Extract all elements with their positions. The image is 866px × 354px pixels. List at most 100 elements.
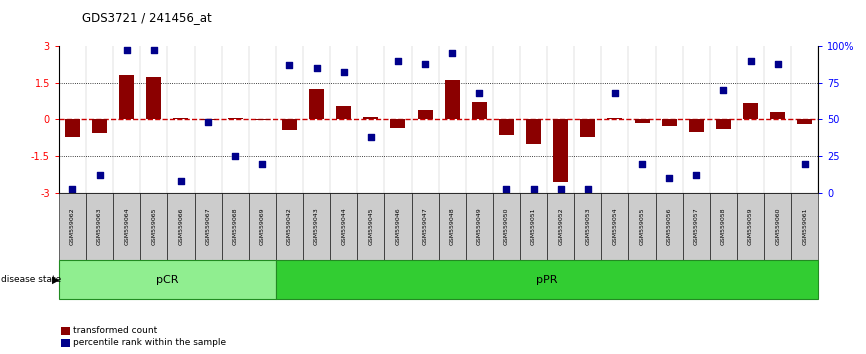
Bar xyxy=(553,120,568,182)
Text: percentile rank within the sample: percentile rank within the sample xyxy=(73,338,226,347)
Text: GSM559062: GSM559062 xyxy=(70,208,75,245)
Point xyxy=(689,172,703,178)
Bar xyxy=(716,120,731,129)
Text: GSM559059: GSM559059 xyxy=(748,208,753,245)
Text: GSM559063: GSM559063 xyxy=(97,208,102,245)
Point xyxy=(553,186,567,192)
Bar xyxy=(580,120,595,137)
Bar xyxy=(499,120,514,135)
Bar xyxy=(737,193,764,260)
Bar xyxy=(547,193,574,260)
Point xyxy=(201,120,215,125)
Point xyxy=(174,178,188,184)
Text: GSM559043: GSM559043 xyxy=(314,208,319,245)
Text: GSM559049: GSM559049 xyxy=(477,208,481,245)
Bar xyxy=(92,120,107,133)
Point xyxy=(391,58,405,63)
Text: GSM559058: GSM559058 xyxy=(721,208,726,245)
Text: transformed count: transformed count xyxy=(73,326,157,335)
Point xyxy=(445,51,459,56)
Text: GSM559056: GSM559056 xyxy=(667,208,672,245)
Bar xyxy=(391,120,405,128)
Bar xyxy=(472,102,487,120)
Point xyxy=(716,87,730,93)
Text: GSM559066: GSM559066 xyxy=(178,208,184,245)
Bar xyxy=(601,193,629,260)
Bar xyxy=(249,193,276,260)
Bar xyxy=(282,120,297,131)
Bar xyxy=(635,120,650,123)
Bar xyxy=(140,193,167,260)
Text: GSM559045: GSM559045 xyxy=(368,208,373,245)
Text: GSM559069: GSM559069 xyxy=(260,208,265,245)
Text: disease state: disease state xyxy=(1,275,61,284)
Bar xyxy=(417,110,432,120)
Point xyxy=(662,176,676,181)
Point xyxy=(364,134,378,140)
Bar xyxy=(385,193,411,260)
Point xyxy=(229,153,242,159)
Text: GSM559054: GSM559054 xyxy=(612,208,617,245)
Bar xyxy=(792,193,818,260)
Bar xyxy=(364,116,378,120)
Point xyxy=(472,90,486,96)
Text: pCR: pCR xyxy=(156,275,178,285)
Point xyxy=(282,62,296,68)
Point xyxy=(771,61,785,67)
Bar xyxy=(527,120,541,144)
Bar xyxy=(688,120,704,132)
Bar xyxy=(682,193,710,260)
Bar xyxy=(146,76,161,120)
Point xyxy=(798,161,811,166)
Bar xyxy=(798,120,812,124)
Bar xyxy=(574,193,601,260)
Text: GSM559065: GSM559065 xyxy=(152,208,157,245)
Point xyxy=(66,186,80,192)
Text: GDS3721 / 241456_at: GDS3721 / 241456_at xyxy=(82,11,212,24)
Point xyxy=(120,47,133,53)
Bar xyxy=(113,193,140,260)
Bar xyxy=(228,118,242,120)
Bar xyxy=(59,193,86,260)
Point xyxy=(608,90,622,96)
Point xyxy=(147,47,161,53)
Text: GSM559046: GSM559046 xyxy=(396,208,400,245)
Bar xyxy=(276,193,303,260)
Text: GSM559064: GSM559064 xyxy=(124,208,129,245)
Bar xyxy=(438,193,466,260)
Text: GSM559067: GSM559067 xyxy=(205,208,210,245)
Text: GSM559060: GSM559060 xyxy=(775,208,780,245)
Bar xyxy=(276,260,818,299)
Bar xyxy=(662,120,676,126)
Bar xyxy=(65,120,80,137)
Bar xyxy=(358,193,385,260)
Bar xyxy=(493,193,520,260)
Bar xyxy=(173,118,189,120)
Text: GSM559057: GSM559057 xyxy=(694,208,699,245)
Point xyxy=(527,186,540,192)
Text: GSM559044: GSM559044 xyxy=(341,208,346,245)
Bar xyxy=(656,193,682,260)
Text: GSM559048: GSM559048 xyxy=(449,208,455,245)
Text: GSM559050: GSM559050 xyxy=(504,208,509,245)
Point xyxy=(500,186,514,192)
Point xyxy=(418,61,432,67)
Text: GSM559061: GSM559061 xyxy=(802,208,807,245)
Bar xyxy=(195,193,222,260)
Bar xyxy=(770,112,785,120)
Point xyxy=(310,65,324,71)
Point xyxy=(337,70,351,75)
Point xyxy=(744,58,758,63)
Bar xyxy=(120,75,134,120)
Bar xyxy=(167,193,195,260)
Point xyxy=(255,161,269,166)
Bar xyxy=(710,193,737,260)
Text: GSM559051: GSM559051 xyxy=(531,208,536,245)
Text: GSM559047: GSM559047 xyxy=(423,208,428,245)
Text: GSM559068: GSM559068 xyxy=(233,208,237,245)
Bar xyxy=(743,103,758,120)
Bar xyxy=(764,193,792,260)
Bar xyxy=(445,80,460,120)
Bar xyxy=(607,118,623,120)
Bar xyxy=(222,193,249,260)
